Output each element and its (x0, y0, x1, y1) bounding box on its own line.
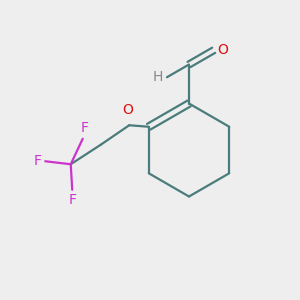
Text: F: F (68, 193, 76, 207)
Text: H: H (153, 70, 163, 84)
Text: O: O (217, 43, 228, 57)
Text: F: F (80, 121, 88, 135)
Text: O: O (122, 103, 133, 117)
Text: F: F (34, 154, 42, 168)
